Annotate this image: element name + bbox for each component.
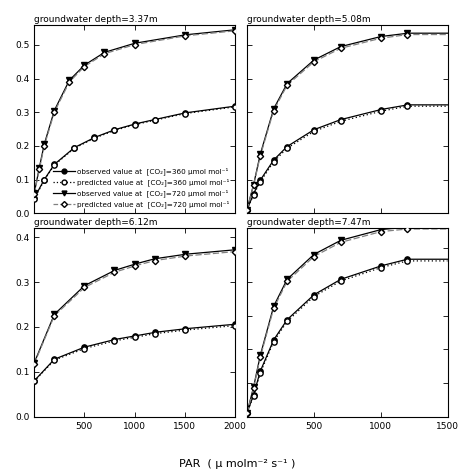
Text: groundwater depth=6.12m: groundwater depth=6.12m <box>34 219 158 228</box>
Text: PAR  ( μ molm⁻² s⁻¹ ): PAR ( μ molm⁻² s⁻¹ ) <box>179 459 295 469</box>
Text: groundwater depth=5.08m: groundwater depth=5.08m <box>247 15 371 24</box>
Text: groundwater depth=3.37m: groundwater depth=3.37m <box>34 15 158 24</box>
Text: groundwater depth=7.47m: groundwater depth=7.47m <box>247 219 370 228</box>
Legend: observed value at  [CO₂]=360 μmol mol⁻¹, predicted value at  [CO₂]=360 μmol mol⁻: observed value at [CO₂]=360 μmol mol⁻¹, … <box>50 164 233 211</box>
